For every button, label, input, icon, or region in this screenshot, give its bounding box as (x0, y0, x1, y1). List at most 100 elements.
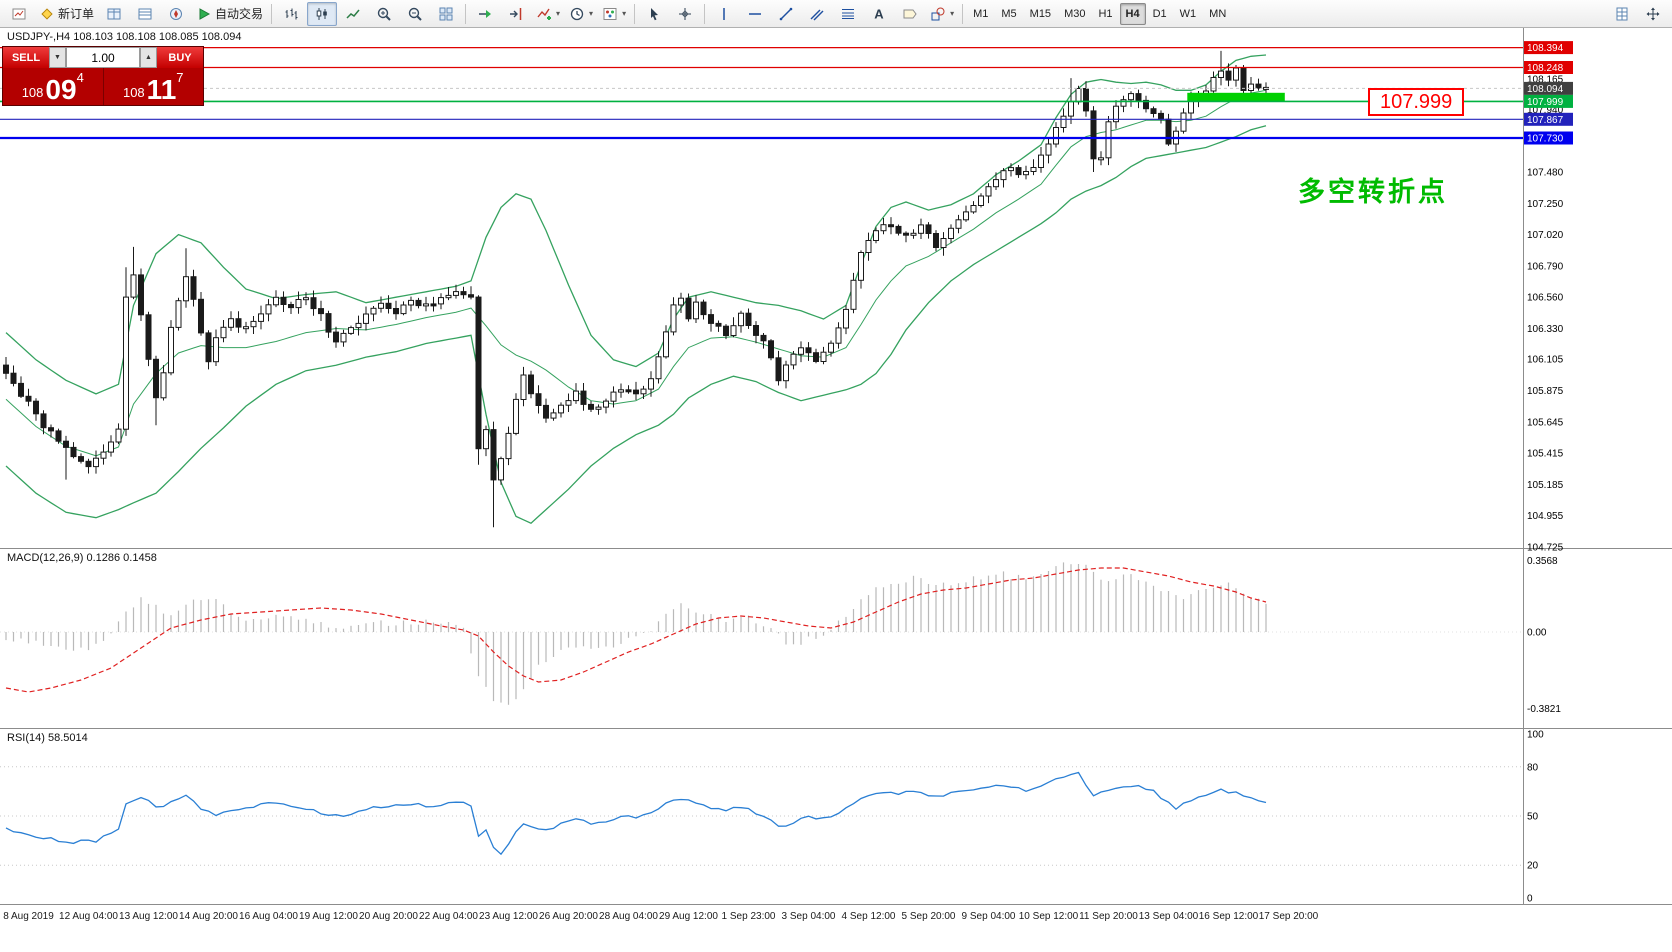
market-watch-button[interactable] (99, 2, 129, 26)
vertical-line-button[interactable] (709, 2, 739, 26)
svg-text:1 Sep 23:00: 1 Sep 23:00 (722, 911, 776, 922)
timeframe-button-d1[interactable]: D1 (1152, 7, 1167, 20)
cursor-button[interactable] (639, 2, 669, 26)
timeframe-button-m1[interactable]: M1 (973, 7, 989, 20)
fibonacci-icon (842, 8, 855, 19)
trendline-button[interactable] (771, 2, 801, 26)
svg-text:22 Aug 04:00: 22 Aug 04:00 (419, 911, 478, 922)
candlestick-series (3, 50, 1269, 528)
zoom-out-button[interactable] (400, 2, 430, 26)
candle-chart-button[interactable] (307, 1, 338, 26)
sell-price-pips: 09 (45, 74, 77, 106)
price-axis[interactable]: 108.165 107.940 107.480 107.250 107.020 106.7… (1524, 41, 1573, 554)
svg-text:19 Aug 12:00: 19 Aug 12:00 (299, 911, 358, 922)
new-order-button[interactable]: 新订单 (35, 2, 98, 26)
svg-text:107.730: 107.730 (1527, 134, 1564, 145)
periods-button[interactable]: ▾ (565, 2, 597, 26)
chart-symbol-header: USDJPY-,H4 108.103 108.108 108.085 108.0… (7, 31, 242, 43)
support-zone-marker[interactable] (1187, 92, 1285, 102)
indicators-button[interactable]: ▾ (532, 2, 564, 26)
svg-text:108.165: 108.165 (1527, 74, 1564, 85)
toolbar-separator (962, 3, 964, 24)
periods-icon (570, 7, 584, 20)
shapes-button[interactable]: ▾ (926, 2, 958, 26)
zoom-in-icon (377, 7, 391, 21)
svg-text:3 Sep 04:00: 3 Sep 04:00 (782, 911, 836, 922)
macd-indicator-label: MACD(12,26,9) 0.1286 0.1458 (7, 552, 157, 564)
text-button[interactable]: A (864, 2, 894, 26)
volume-increase-button[interactable]: ▲ (140, 47, 157, 68)
sell-price-figure: 108 (21, 85, 44, 100)
app-chart-icon (12, 8, 26, 19)
svg-text:108.094: 108.094 (1527, 84, 1564, 95)
zoom-in-button[interactable] (369, 2, 399, 26)
timeframe-button-m30[interactable]: M30 (1064, 7, 1086, 20)
line-chart-icon (346, 9, 360, 19)
line-chart-button[interactable] (338, 2, 368, 26)
timeframe-button-w1[interactable]: W1 (1179, 7, 1197, 20)
sell-button[interactable]: SELL (3, 47, 49, 68)
svg-text:0.00: 0.00 (1527, 628, 1547, 639)
trade-panel-controls: SELL ▼ 1.00 ▲ BUY (3, 47, 203, 68)
auto-scroll-button[interactable] (470, 2, 500, 26)
tile-windows-button[interactable] (431, 2, 461, 26)
timeframe-button-m5[interactable]: M5 (1001, 7, 1017, 20)
volume-decrease-button[interactable]: ▼ (49, 47, 66, 68)
depth-of-market-button[interactable] (1607, 2, 1637, 26)
svg-text:108.248: 108.248 (1527, 63, 1564, 74)
svg-text:107.480: 107.480 (1527, 168, 1564, 179)
text-label-button[interactable] (895, 2, 925, 26)
indicators-icon (537, 8, 552, 20)
horizontal-line-icon (749, 12, 762, 15)
pan-icon (1646, 7, 1660, 20)
crosshair-button[interactable] (670, 2, 700, 26)
channel-button[interactable] (802, 2, 832, 26)
chart-area[interactable]: 108.165 107.940 107.480 107.250 107.020 106.7… (0, 28, 1672, 952)
buy-price[interactable]: 108 11 7 (102, 68, 204, 105)
dropdown-caret-icon: ▾ (556, 9, 561, 18)
time-axis[interactable]: 8 Aug 2019 12 Aug 04:00 13 Aug 12:00 14 Aug… (3, 911, 1318, 922)
algo-trading-label: 自动交易 (215, 7, 264, 21)
horizontal-line-button[interactable] (740, 2, 770, 26)
bar-chart-icon (285, 8, 298, 19)
vertical-line-icon (723, 7, 725, 20)
timeframe-button-m15[interactable]: M15 (1029, 7, 1052, 20)
channel-icon (810, 9, 824, 20)
data-window-button[interactable] (130, 2, 160, 26)
market-watch-icon (107, 8, 121, 19)
volume-input[interactable]: 1.00 (66, 47, 140, 68)
timeframe-button-h1[interactable]: H1 (1098, 7, 1113, 20)
svg-text:14 Aug 20:00: 14 Aug 20:00 (179, 911, 238, 922)
timeframe-button-h4[interactable]: H4 (1119, 2, 1146, 25)
dropdown-caret-icon: ▾ (950, 9, 955, 18)
bar-chart-button[interactable] (276, 2, 306, 26)
macd-signal-line (5, 567, 1267, 693)
templates-button[interactable]: ▾ (598, 2, 630, 26)
svg-text:11 Sep 20:00: 11 Sep 20:00 (1079, 911, 1138, 922)
app-chart-button[interactable] (4, 2, 34, 26)
chart-shift-button[interactable] (501, 2, 531, 26)
timeframe-button-mn[interactable]: MN (1209, 7, 1227, 20)
svg-text:13 Sep 04:00: 13 Sep 04:00 (1139, 911, 1199, 922)
svg-text:28 Aug 04:00: 28 Aug 04:00 (599, 911, 658, 922)
svg-text:104.955: 104.955 (1527, 511, 1564, 522)
fibonacci-button[interactable] (833, 2, 863, 26)
price-level-callout[interactable]: 107.999 (1368, 88, 1465, 116)
svg-text:105.875: 105.875 (1527, 386, 1564, 397)
dropdown-caret-icon: ▾ (622, 9, 627, 18)
horizontal-level-lines[interactable] (0, 47, 1523, 140)
chart-canvas[interactable]: 108.165 107.940 107.480 107.250 107.020 106.7… (0, 28, 1672, 952)
toolbar-separator (634, 3, 636, 24)
svg-text:107.999: 107.999 (1527, 97, 1564, 108)
sell-price[interactable]: 108 09 4 (3, 68, 103, 105)
pan-button[interactable] (1638, 2, 1668, 26)
svg-text:13 Aug 12:00: 13 Aug 12:00 (119, 911, 178, 922)
svg-text:105.415: 105.415 (1527, 449, 1564, 460)
buy-button[interactable]: BUY (157, 47, 203, 68)
svg-text:20 Aug 20:00: 20 Aug 20:00 (359, 911, 418, 922)
algo-trading-button[interactable]: 自动交易 (192, 2, 267, 26)
toolbar-separator (704, 3, 706, 24)
svg-text:104.725: 104.725 (1527, 543, 1564, 554)
rsi-panel: 100 80 50 20 0 (0, 730, 1544, 905)
navigator-button[interactable] (161, 2, 191, 26)
